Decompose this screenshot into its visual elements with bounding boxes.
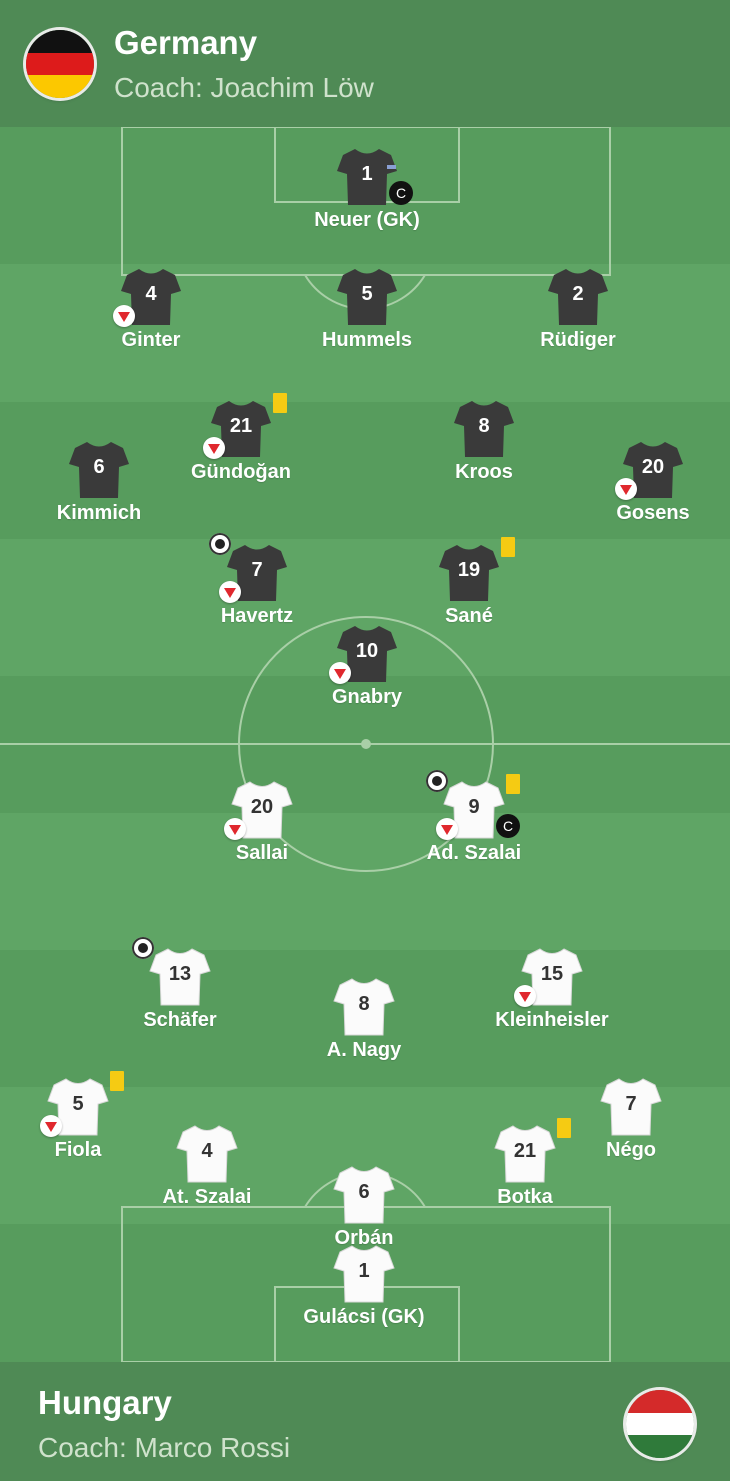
player-name: Négo [606, 1139, 656, 1161]
yellow-card-icon [501, 537, 515, 557]
shirt-icon: 21 [493, 1118, 571, 1184]
home-coach-name: Coach: Joachim Löw [114, 72, 374, 103]
shirt-icon: 5 [335, 267, 399, 327]
player-name: Hummels [321, 329, 413, 351]
player-name: Sallai [235, 842, 289, 864]
pitch: 1 C Neuer (GK) 4 Ginter 5 Hummels 2 [0, 127, 730, 1362]
away-team-name[interactable]: Hungary [38, 1384, 172, 1421]
player-schafer[interactable]: 13 Schäfer [105, 937, 255, 1032]
sub-off-icon [203, 437, 225, 459]
player-rudiger[interactable]: 2 Rüdiger [503, 267, 653, 352]
shirt-icon: 13 [132, 937, 212, 1007]
shirt-icon: 21 [203, 393, 287, 459]
player-name: Ad. Szalai [426, 842, 522, 864]
player-gundogan[interactable]: 21 Gündoğan [166, 393, 316, 484]
player-name: Kroos [455, 461, 513, 483]
away-coach-name: Coach: Marco Rossi [38, 1432, 291, 1463]
shirt-icon: 5 [40, 1071, 124, 1137]
shirt-icon: 8 [452, 399, 516, 459]
player-name: Schäfer [143, 1009, 217, 1031]
home-team-name[interactable]: Germany [114, 24, 258, 61]
captain-badge: C [389, 181, 413, 205]
player-name: Gosens [616, 502, 690, 524]
player-name: Neuer (GK) [314, 209, 420, 231]
player-hummels[interactable]: 5 Hummels [292, 267, 442, 352]
sub-off-icon [514, 985, 536, 1007]
yellow-card-icon [110, 1071, 124, 1091]
player-name: Gündoğan [191, 461, 291, 483]
shirt-icon: 7 [209, 533, 289, 603]
shirt-icon: 8 [332, 977, 396, 1037]
sub-off-icon [113, 305, 135, 327]
player-gnabry[interactable]: 10 Gnabry [292, 624, 442, 709]
football-icon [132, 937, 154, 959]
shirt-icon: 15 [514, 947, 584, 1007]
player-name: Botka [497, 1186, 553, 1208]
shirt-icon: 2 [546, 267, 610, 327]
hungary-flag-icon [626, 1390, 694, 1458]
player-name: Orbán [334, 1227, 394, 1249]
player-name: Kleinheisler [495, 1009, 609, 1031]
sub-off-icon [615, 478, 637, 500]
shirt-icon: 10 [329, 624, 399, 684]
germany-flag-icon [26, 30, 94, 98]
player-name: At. Szalai [162, 1186, 252, 1208]
player-name: Fiola [54, 1139, 102, 1161]
home-team-header: Germany Coach: Joachim Löw [0, 0, 730, 127]
player-botka[interactable]: 21 Botka [450, 1118, 600, 1209]
shirt-icon: 4 [113, 267, 183, 327]
shirt-icon: 19 [437, 537, 515, 603]
player-gosens[interactable]: 20 Gosens [578, 440, 728, 525]
shirt-icon: 7 [599, 1077, 663, 1137]
player-name: A. Nagy [326, 1039, 402, 1061]
player-ad-szalai[interactable]: 9 C Ad. Szalai [399, 770, 549, 865]
player-name: Sané [445, 605, 493, 627]
shirt-icon: 4 [175, 1124, 239, 1184]
player-kroos[interactable]: 8 Kroos [409, 399, 559, 484]
shirt-icon: 6 [67, 440, 131, 500]
shirt-icon: 20 [224, 780, 294, 840]
player-name: Gulácsi (GK) [303, 1306, 425, 1328]
shirt-icon: 1 [332, 1244, 396, 1304]
player-name: Gnabry [331, 686, 403, 708]
football-icon [426, 770, 448, 792]
player-name: Kimmich [56, 502, 142, 524]
away-team-header: Hungary Coach: Marco Rossi [0, 1362, 730, 1481]
player-nego[interactable]: 7 Négo [556, 1077, 706, 1162]
player-gulacsi[interactable]: 1 Gulácsi (GK) [289, 1244, 439, 1329]
player-sane[interactable]: 19 Sané [394, 537, 544, 628]
player-orban[interactable]: 6 Orbán [289, 1165, 439, 1250]
shirt-icon: 1 C [335, 147, 413, 207]
player-havertz[interactable]: 7 Havertz [182, 533, 332, 628]
sub-off-icon [436, 818, 458, 840]
shirt-icon: 6 [332, 1165, 396, 1225]
sub-off-icon [329, 662, 351, 684]
player-name: Ginter [121, 329, 181, 351]
yellow-card-icon [506, 774, 520, 794]
player-sallai[interactable]: 20 Sallai [187, 780, 337, 865]
player-at-szalai[interactable]: 4 At. Szalai [132, 1124, 282, 1209]
shirt-icon: 9 C [426, 770, 520, 840]
sub-off-icon [219, 581, 241, 603]
sub-off-icon [40, 1115, 62, 1137]
player-kleinheisler[interactable]: 15 Kleinheisler [477, 947, 627, 1032]
player-name: Rüdiger [540, 329, 616, 351]
player-ginter[interactable]: 4 Ginter [76, 267, 226, 352]
yellow-card-icon [273, 393, 287, 413]
player-name: Havertz [220, 605, 294, 627]
sub-off-icon [224, 818, 246, 840]
football-icon [209, 533, 231, 555]
shirt-icon: 20 [615, 440, 685, 500]
captain-badge: C [496, 814, 520, 838]
yellow-card-icon [557, 1118, 571, 1138]
player-a-nagy[interactable]: 8 A. Nagy [289, 977, 439, 1062]
player-fiola[interactable]: 5 Fiola [3, 1071, 153, 1162]
player-kimmich[interactable]: 6 Kimmich [24, 440, 174, 525]
player-neuer[interactable]: 1 C Neuer (GK) [292, 147, 442, 232]
